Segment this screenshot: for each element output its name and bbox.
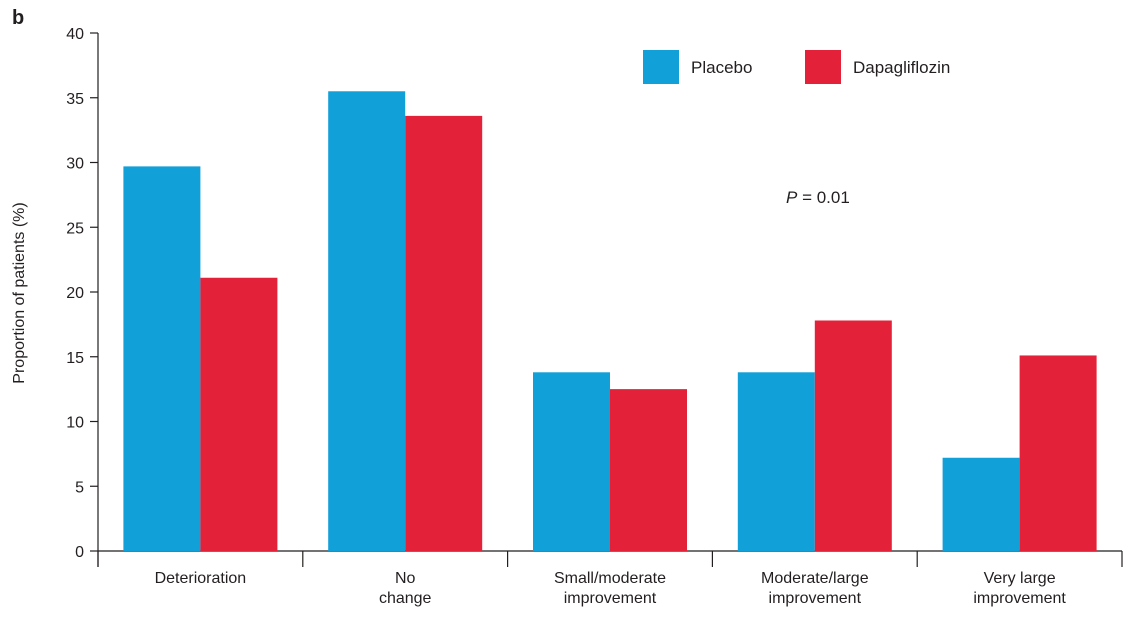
- bar-placebo: [123, 166, 201, 551]
- bar-placebo: [942, 457, 1020, 551]
- y-tick-label: 5: [75, 479, 84, 496]
- y-tick-label: 30: [66, 156, 84, 173]
- panel-label: b: [12, 7, 24, 29]
- x-category-label: No: [395, 570, 416, 587]
- x-category-label: change: [379, 590, 432, 607]
- y-tick-label: 25: [66, 220, 84, 237]
- legend-swatch-dapagliflozin: [805, 50, 841, 84]
- p-value-symbol: P: [786, 188, 798, 207]
- y-tick-label: 40: [66, 26, 84, 43]
- bar-placebo: [533, 372, 610, 551]
- bar-dapagliflozin: [814, 320, 892, 551]
- y-tick-label: 35: [66, 91, 84, 108]
- bar-placebo: [737, 372, 815, 551]
- y-tick-label: 0: [75, 544, 84, 561]
- legend: Placebo Dapagliflozin: [643, 50, 950, 84]
- legend-swatch-placebo: [643, 50, 679, 84]
- x-category-label: Small/moderate: [554, 570, 666, 587]
- y-tick-label: 10: [66, 415, 84, 432]
- x-category-label: improvement: [769, 590, 862, 607]
- x-category-label: improvement: [973, 590, 1066, 607]
- x-category-label: improvement: [564, 590, 657, 607]
- bar-placebo: [328, 91, 406, 552]
- bar-dapagliflozin: [1019, 355, 1097, 551]
- bar-dapagliflozin: [200, 277, 278, 551]
- bars: [123, 91, 1097, 552]
- x-category-label: Moderate/large: [761, 570, 869, 587]
- x-category-label: Very large: [984, 570, 1056, 587]
- p-value-annotation: P = 0.01: [786, 188, 850, 207]
- bar-dapagliflozin: [405, 115, 483, 551]
- x-category-label: Deterioration: [155, 570, 247, 587]
- y-tick-label: 15: [66, 350, 84, 367]
- bar-dapagliflozin: [610, 389, 687, 551]
- y-axis-title: Proportion of patients (%): [11, 202, 28, 383]
- y-axis: 0 5 10 15 20 25 30 35 40: [66, 26, 99, 567]
- legend-label-placebo: Placebo: [691, 58, 752, 77]
- y-tick-label: 20: [66, 285, 84, 302]
- x-axis: Deterioration No change Small/moderate impro…: [97, 550, 1123, 607]
- p-value-text: = 0.01: [797, 188, 849, 207]
- legend-label-dapagliflozin: Dapagliflozin: [853, 58, 950, 77]
